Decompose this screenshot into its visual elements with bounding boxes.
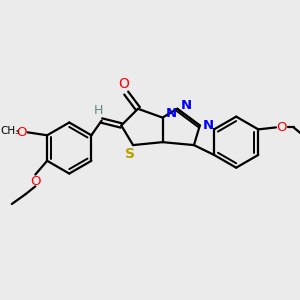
Text: N: N	[166, 107, 177, 120]
Text: O: O	[16, 126, 27, 139]
Text: S: S	[125, 147, 135, 161]
Text: O: O	[277, 121, 287, 134]
Text: H: H	[94, 104, 104, 117]
Text: O: O	[118, 77, 129, 91]
Text: N: N	[203, 119, 214, 132]
Text: O: O	[30, 175, 40, 188]
Text: CH₃: CH₃	[0, 126, 20, 136]
Text: N: N	[181, 99, 192, 112]
